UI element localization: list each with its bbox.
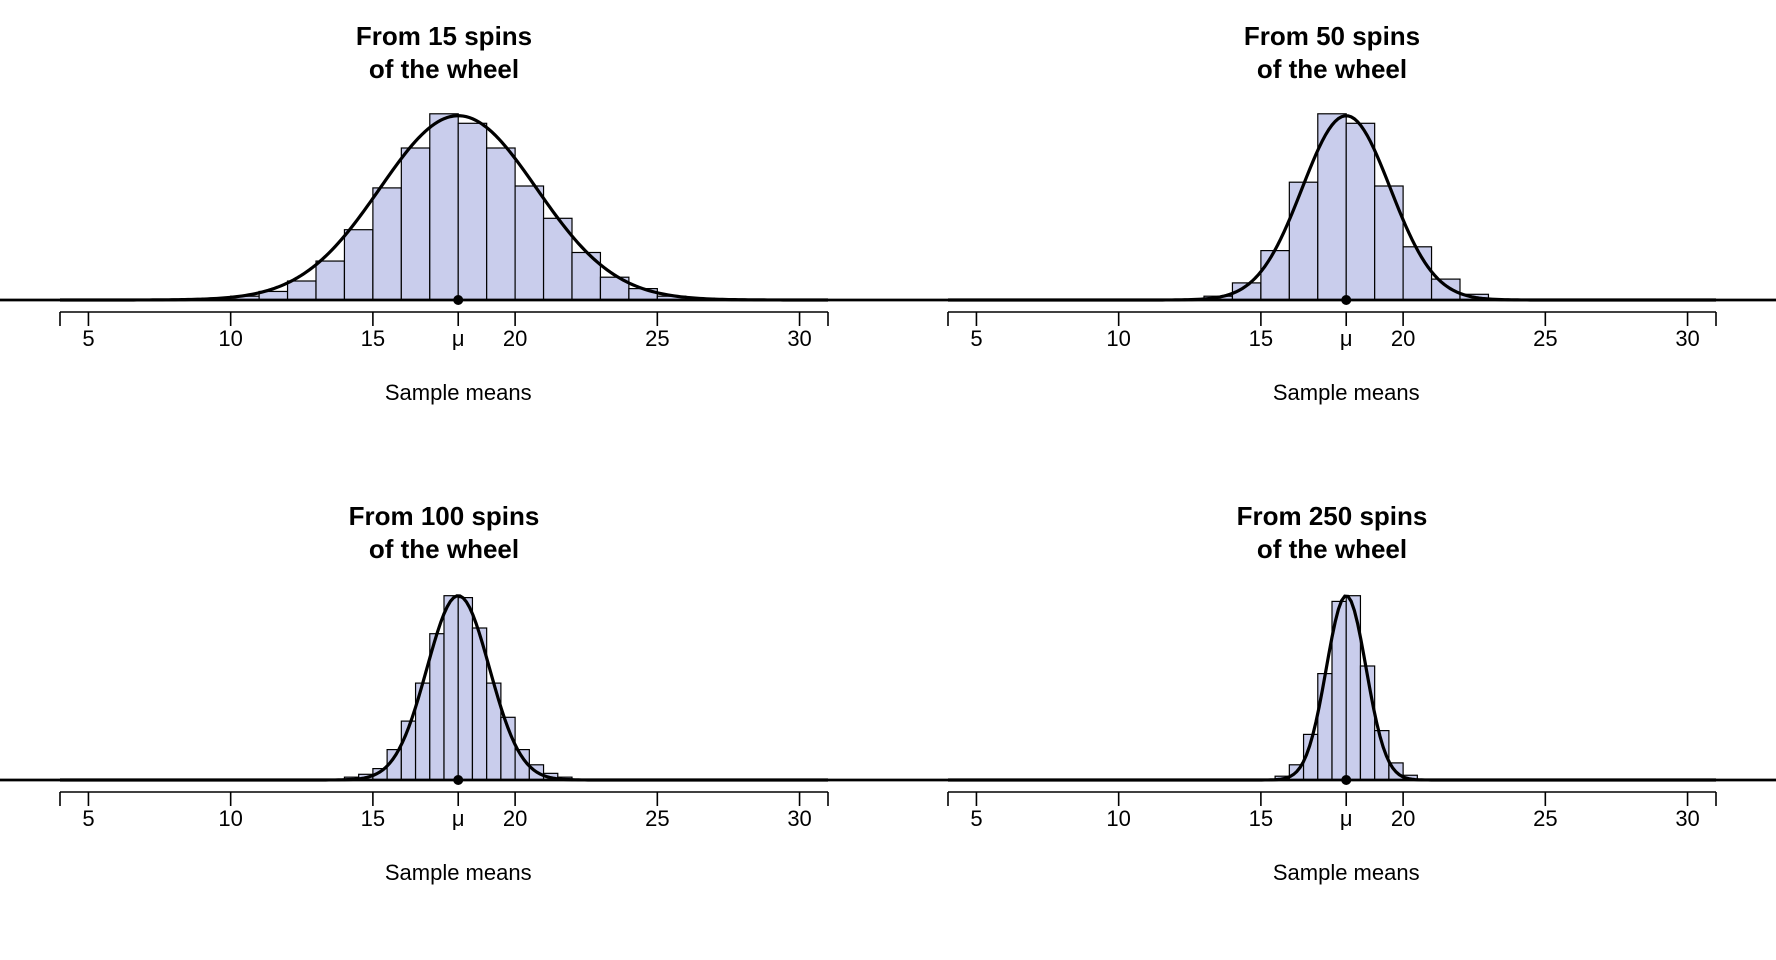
panel-title: From 250 spins of the wheel (888, 500, 1776, 565)
x-axis-tick-label: 20 (1391, 806, 1415, 831)
mu-marker-icon (1341, 775, 1351, 785)
x-axis-tick-label: 10 (218, 326, 242, 351)
histogram-bar (373, 188, 401, 300)
x-axis-tick-label: 5 (970, 806, 982, 831)
histogram-bar (288, 281, 316, 300)
x-axis-tick-label: 25 (1533, 326, 1557, 351)
x-axis-tick-label: 5 (970, 326, 982, 351)
x-axis-tick-label: 30 (1675, 326, 1699, 351)
histogram-bar (487, 148, 515, 300)
mu-marker-icon (453, 775, 463, 785)
histogram-bar (1318, 674, 1332, 780)
histogram-bar (344, 230, 372, 300)
x-axis-tick-label: 10 (218, 806, 242, 831)
histogram-bars (174, 114, 743, 300)
mu-label: μ (452, 326, 465, 351)
panel-100-spins: From 100 spins of the wheel 5 10 15 20 25 30 μ S… (0, 480, 888, 960)
histogram-bar (1375, 186, 1403, 300)
panel-15-spins: From 15 spins of the wheel 5 10 15 20 25 30 μ Sa… (0, 0, 888, 480)
histogram-bar (1289, 182, 1317, 300)
x-axis-tick-label: 20 (503, 326, 527, 351)
histogram-bar (430, 114, 458, 300)
mu-marker-icon (1341, 295, 1351, 305)
histogram-bar (444, 596, 458, 780)
panel-title: From 100 spins of the wheel (0, 500, 888, 565)
histogram-bar (515, 186, 543, 300)
histogram-bar (401, 148, 429, 300)
panel-250-spins: From 250 spins of the wheel 5 10 15 20 25 30 μ S… (888, 480, 1776, 960)
x-axis-tick-label: 15 (1249, 326, 1273, 351)
x-axis-tick-label: 5 (82, 806, 94, 831)
panel-title: From 15 spins of the wheel (0, 20, 888, 85)
x-axis-tick-label: 25 (645, 326, 669, 351)
histogram-bar (316, 261, 344, 300)
histogram-bars (1275, 596, 1417, 780)
x-axis-tick-label: 15 (1249, 806, 1273, 831)
x-axis-tick-label: 5 (82, 326, 94, 351)
x-axis-label: Sample means (1273, 860, 1420, 885)
panel-title: From 50 spins of the wheel (888, 20, 1776, 85)
mu-label: μ (1340, 806, 1353, 831)
x-axis-tick-label: 30 (787, 806, 811, 831)
histogram-bar (1432, 279, 1460, 300)
histogram-bar (458, 598, 472, 780)
x-axis-tick-label: 20 (503, 806, 527, 831)
x-axis-tick-label: 25 (645, 806, 669, 831)
histogram-bar (1346, 123, 1374, 300)
x-axis-tick-label: 30 (787, 326, 811, 351)
x-axis-label: Sample means (1273, 380, 1420, 405)
x-axis-label: Sample means (385, 380, 532, 405)
histogram-bars (344, 596, 572, 780)
histogram-bar (458, 123, 486, 300)
x-axis-label: Sample means (385, 860, 532, 885)
histogram-bars (1204, 114, 1488, 300)
x-axis-tick-label: 15 (361, 806, 385, 831)
x-axis-tick-label: 10 (1106, 326, 1130, 351)
x-axis-tick-label: 25 (1533, 806, 1557, 831)
mu-marker-icon (453, 295, 463, 305)
histogram-bar (1403, 247, 1431, 300)
x-axis-tick-label: 30 (1675, 806, 1699, 831)
x-axis-tick-label: 15 (361, 326, 385, 351)
x-axis-tick-label: 10 (1106, 806, 1130, 831)
panel-50-spins: From 50 spins of the wheel 5 10 15 20 25 30 μ Sa… (888, 0, 1776, 480)
mu-label: μ (452, 806, 465, 831)
chart-grid: From 15 spins of the wheel 5 10 15 20 25 30 μ Sa… (0, 0, 1776, 960)
mu-label: μ (1340, 326, 1353, 351)
x-axis-tick-label: 20 (1391, 326, 1415, 351)
histogram-bar (1261, 251, 1289, 300)
